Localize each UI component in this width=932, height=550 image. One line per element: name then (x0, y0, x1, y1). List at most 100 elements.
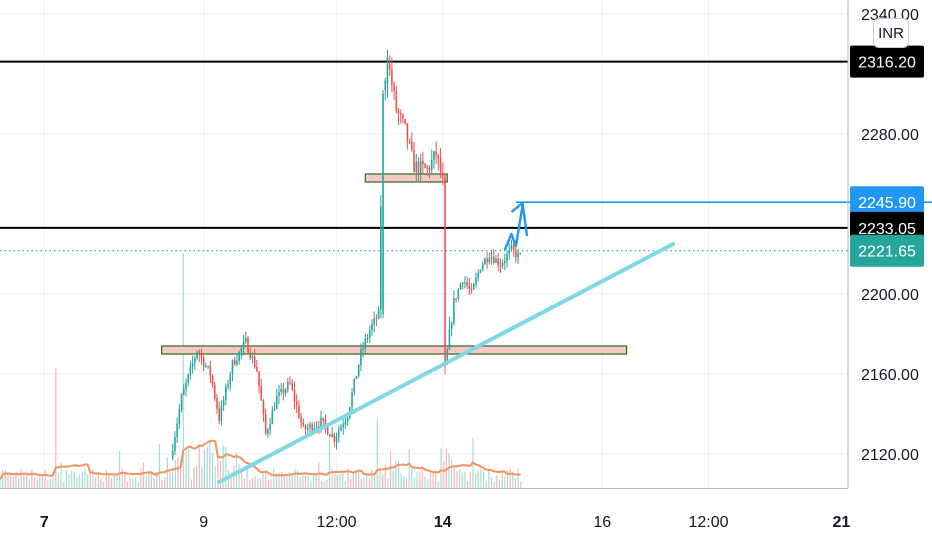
candle-body (238, 351, 240, 361)
volume-bar (79, 474, 81, 488)
volume-bar (424, 476, 426, 488)
candle-body (278, 391, 280, 397)
candle-body (222, 399, 225, 406)
price-tags: 2316.20 2245.90 2233.05 2221.65 (850, 45, 924, 267)
volume-bar (63, 481, 65, 488)
volume-bar (437, 481, 439, 488)
candle-body (510, 245, 513, 250)
candle-body (488, 258, 491, 262)
x-tick-label: 9 (199, 514, 208, 531)
candle-body (426, 167, 429, 169)
candle-body (368, 330, 371, 338)
candle-body (315, 426, 318, 428)
volume-bar (39, 476, 41, 488)
volume-bar (36, 479, 38, 488)
candle-body (435, 151, 437, 156)
volume-bar (47, 480, 49, 488)
volume-bar (17, 478, 20, 488)
candle-body (422, 160, 424, 165)
candle-body (269, 424, 271, 430)
support-resistance-zones[interactable] (161, 173, 628, 355)
volume-bar (257, 478, 259, 488)
volume-bar (196, 465, 198, 488)
volume-bar (238, 464, 240, 488)
volume-bar (344, 481, 346, 488)
volume-bar (326, 479, 328, 488)
candle-body (466, 282, 468, 286)
volume-bar (453, 465, 455, 488)
volume-bar (384, 464, 386, 488)
candle-body (262, 400, 265, 414)
candle-body (211, 375, 214, 385)
candle-body (295, 401, 298, 406)
volume-bar (15, 472, 17, 488)
y-tick-label: 2280.00 (861, 127, 919, 144)
price-tag-box (850, 45, 924, 78)
volume-bar (387, 478, 389, 488)
volume-bar (241, 467, 243, 488)
volume-bar (265, 471, 267, 488)
volume-bar (368, 478, 370, 488)
volume-bar (371, 469, 373, 488)
currency-badge[interactable]: INR (873, 18, 909, 48)
candle-body (380, 206, 382, 310)
volume-bar (182, 253, 184, 488)
candlesticks (171, 50, 522, 461)
x-tick-label: 14 (434, 514, 452, 531)
candle-body (194, 358, 196, 363)
volume-bar (105, 470, 107, 488)
candle-body (209, 365, 212, 376)
volume-bar (419, 472, 421, 488)
volume-bar (137, 481, 139, 488)
candle-body (461, 282, 464, 285)
candle-body (457, 289, 460, 300)
candle-body (386, 58, 389, 84)
candle-body (486, 258, 488, 262)
volume-bar (318, 461, 320, 488)
trend-drawings[interactable] (217, 201, 932, 484)
volume-bar (110, 477, 113, 488)
candle-body (176, 423, 178, 437)
candle-body (306, 427, 309, 430)
projection-path (503, 205, 524, 251)
volume-bar (506, 470, 509, 488)
candle-body (271, 410, 274, 425)
volume-bar (145, 474, 147, 488)
trendline (217, 242, 676, 484)
volume-bar (60, 462, 62, 488)
candle-body (450, 323, 453, 329)
candle-body (182, 389, 185, 395)
volume-bar (225, 446, 227, 488)
y-tick-label: 2120.00 (861, 447, 919, 464)
volume-bar (467, 481, 469, 488)
volume-bar (275, 473, 277, 488)
candle-body (318, 426, 320, 428)
volume-bar (376, 419, 378, 488)
volume-bar (310, 480, 312, 488)
volume-bar (278, 472, 280, 488)
candle-body (258, 371, 260, 387)
candle-body (205, 365, 207, 367)
volume-bar (95, 477, 97, 488)
candle-body (344, 421, 347, 425)
candle-body (342, 424, 344, 428)
price-tag-label: 2316.20 (858, 55, 916, 72)
volume-bar (73, 472, 75, 488)
volume-bar (129, 478, 131, 488)
candle-body (335, 436, 338, 442)
candle-body (346, 417, 349, 422)
candle-body (236, 360, 238, 365)
candle-body (439, 158, 442, 173)
volume-bar (164, 477, 166, 488)
volume-bar (286, 476, 288, 488)
volume-bar (363, 477, 365, 488)
candle-body (220, 405, 223, 421)
volume-bar (331, 468, 333, 488)
volume-bar (374, 473, 376, 488)
horizontal-price-lines[interactable] (0, 60, 848, 252)
candle-body (492, 256, 495, 263)
candle-body (402, 114, 404, 119)
candle-body (424, 164, 426, 168)
volume-bar (482, 470, 485, 488)
